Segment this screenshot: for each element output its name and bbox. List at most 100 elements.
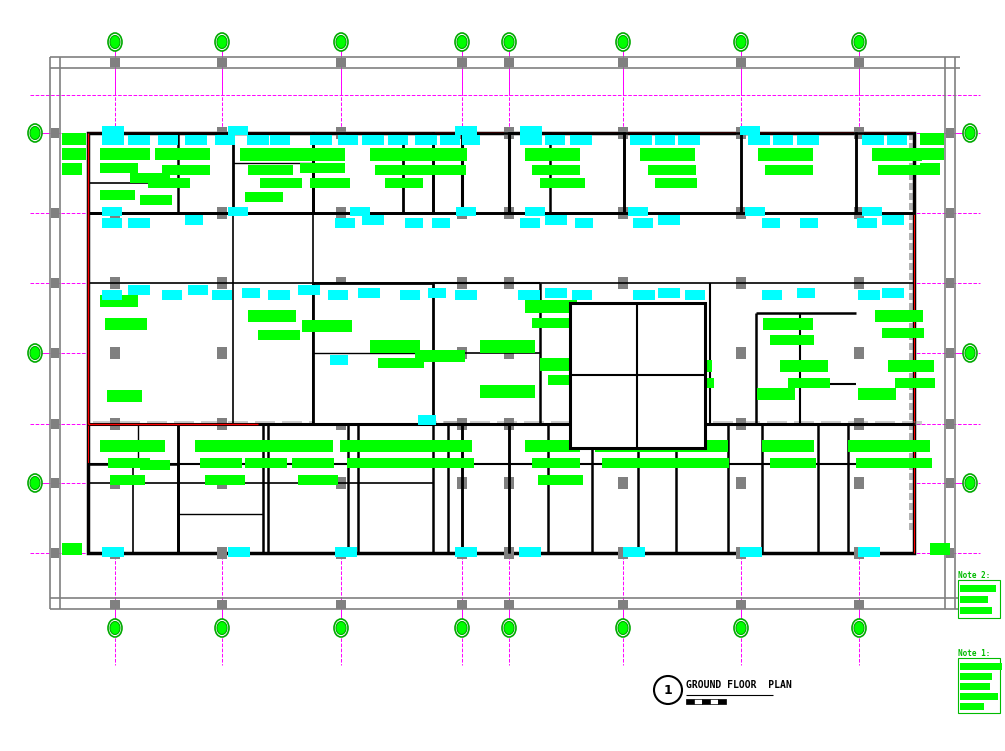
Bar (545, 135, 565, 145)
Bar (390, 421, 410, 425)
Bar (575, 218, 593, 228)
Bar (313, 283, 433, 424)
Bar (62, 163, 82, 175)
Bar (336, 58, 346, 67)
Bar (658, 288, 680, 298)
Bar (217, 207, 227, 219)
Bar (110, 475, 145, 485)
Bar (128, 285, 150, 295)
Bar (741, 133, 856, 213)
Bar (780, 360, 828, 372)
Bar (100, 440, 138, 452)
Bar (946, 348, 954, 358)
Bar (388, 135, 408, 145)
Bar (958, 580, 1000, 618)
Bar (770, 458, 816, 468)
Bar (347, 458, 391, 468)
Bar (340, 440, 390, 452)
Bar (854, 347, 864, 359)
Bar (415, 135, 437, 145)
Bar (285, 440, 333, 452)
Bar (504, 347, 514, 359)
Bar (632, 421, 652, 425)
Bar (920, 163, 940, 175)
Bar (504, 418, 514, 430)
Bar (736, 477, 746, 489)
Bar (457, 207, 467, 219)
Bar (623, 547, 645, 557)
Ellipse shape (616, 619, 630, 637)
Ellipse shape (965, 476, 975, 490)
Bar (295, 148, 345, 161)
Bar (147, 421, 167, 425)
Bar (909, 173, 913, 180)
Ellipse shape (736, 35, 746, 49)
Bar (504, 127, 514, 139)
Ellipse shape (215, 33, 229, 51)
Bar (457, 477, 467, 489)
Bar (909, 523, 913, 530)
Bar (255, 421, 275, 425)
Bar (443, 421, 463, 425)
Bar (128, 218, 150, 228)
Bar (336, 347, 346, 359)
Bar (794, 421, 814, 425)
Ellipse shape (28, 344, 42, 362)
Bar (51, 478, 59, 488)
Bar (909, 333, 913, 340)
Bar (848, 421, 868, 425)
Bar (946, 128, 954, 138)
Bar (946, 208, 954, 218)
Bar (909, 483, 913, 490)
Bar (854, 477, 864, 489)
Bar (960, 585, 996, 592)
Bar (370, 148, 420, 161)
Ellipse shape (28, 474, 42, 492)
Ellipse shape (736, 622, 746, 635)
Ellipse shape (502, 619, 516, 637)
Bar (640, 388, 678, 400)
Bar (909, 253, 913, 260)
Bar (428, 458, 474, 468)
Ellipse shape (965, 126, 975, 140)
Bar (228, 207, 248, 216)
Bar (440, 135, 460, 145)
Bar (856, 133, 914, 213)
Bar (678, 440, 728, 452)
Bar (862, 207, 882, 216)
Bar (655, 178, 697, 188)
Bar (108, 458, 150, 468)
Text: 1: 1 (663, 683, 672, 696)
Bar (856, 458, 900, 468)
Bar (633, 218, 653, 228)
Bar (174, 421, 194, 425)
Bar (862, 135, 884, 145)
Bar (909, 423, 913, 430)
Bar (658, 328, 702, 338)
Bar (628, 207, 648, 216)
Bar (102, 207, 122, 216)
Bar (545, 288, 567, 298)
Ellipse shape (336, 622, 346, 635)
Bar (658, 215, 680, 225)
Bar (858, 290, 880, 300)
Bar (158, 135, 178, 145)
Bar (572, 290, 592, 300)
Bar (420, 440, 472, 452)
Bar (200, 458, 242, 468)
Bar (444, 421, 464, 425)
Bar (120, 421, 140, 425)
Bar (336, 207, 346, 219)
Bar (415, 350, 465, 362)
Bar (678, 135, 700, 145)
Bar (363, 421, 383, 425)
Bar (128, 135, 150, 145)
Bar (909, 473, 913, 480)
Bar (336, 421, 356, 425)
Bar (909, 163, 913, 170)
Bar (215, 135, 235, 145)
Bar (100, 163, 138, 173)
Ellipse shape (334, 619, 348, 637)
Bar (228, 547, 250, 557)
Bar (532, 458, 580, 468)
